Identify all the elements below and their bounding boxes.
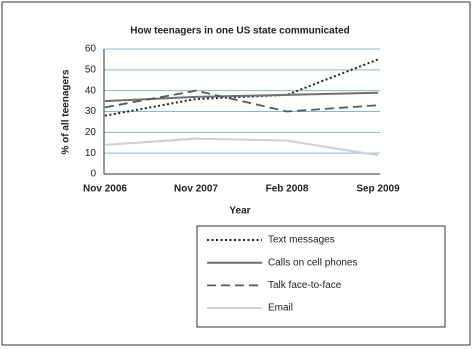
x-axis-label: Year [229,206,250,217]
y-tick-label: 10 [85,148,97,159]
x-tick-label: Feb 2008 [266,184,309,195]
y-tick-label: 30 [85,106,97,117]
series-line [104,58,379,117]
y-tick-label: 40 [85,85,97,96]
legend-label: Email [268,303,293,314]
y-tick-label: 0 [90,169,96,180]
series-line [104,91,379,103]
x-tick-label: Nov 2007 [174,184,218,195]
y-tick-label: 50 [85,64,97,75]
x-tick-label: Sep 2009 [356,184,400,195]
legend-label: Calls on cell phones [268,257,358,268]
series-line [104,137,379,157]
legend-label: Talk face-to-face [268,280,342,291]
chart-title: How teenagers in one US state communicat… [130,26,350,37]
y-axis-label: % of all teenagers [61,69,72,154]
series-line [104,89,379,113]
x-tick-label: Nov 2006 [83,184,127,195]
legend-label: Text messages [268,235,335,246]
y-tick-label: 60 [85,44,97,55]
legend-box [196,225,446,328]
y-tick-label: 20 [85,127,97,138]
